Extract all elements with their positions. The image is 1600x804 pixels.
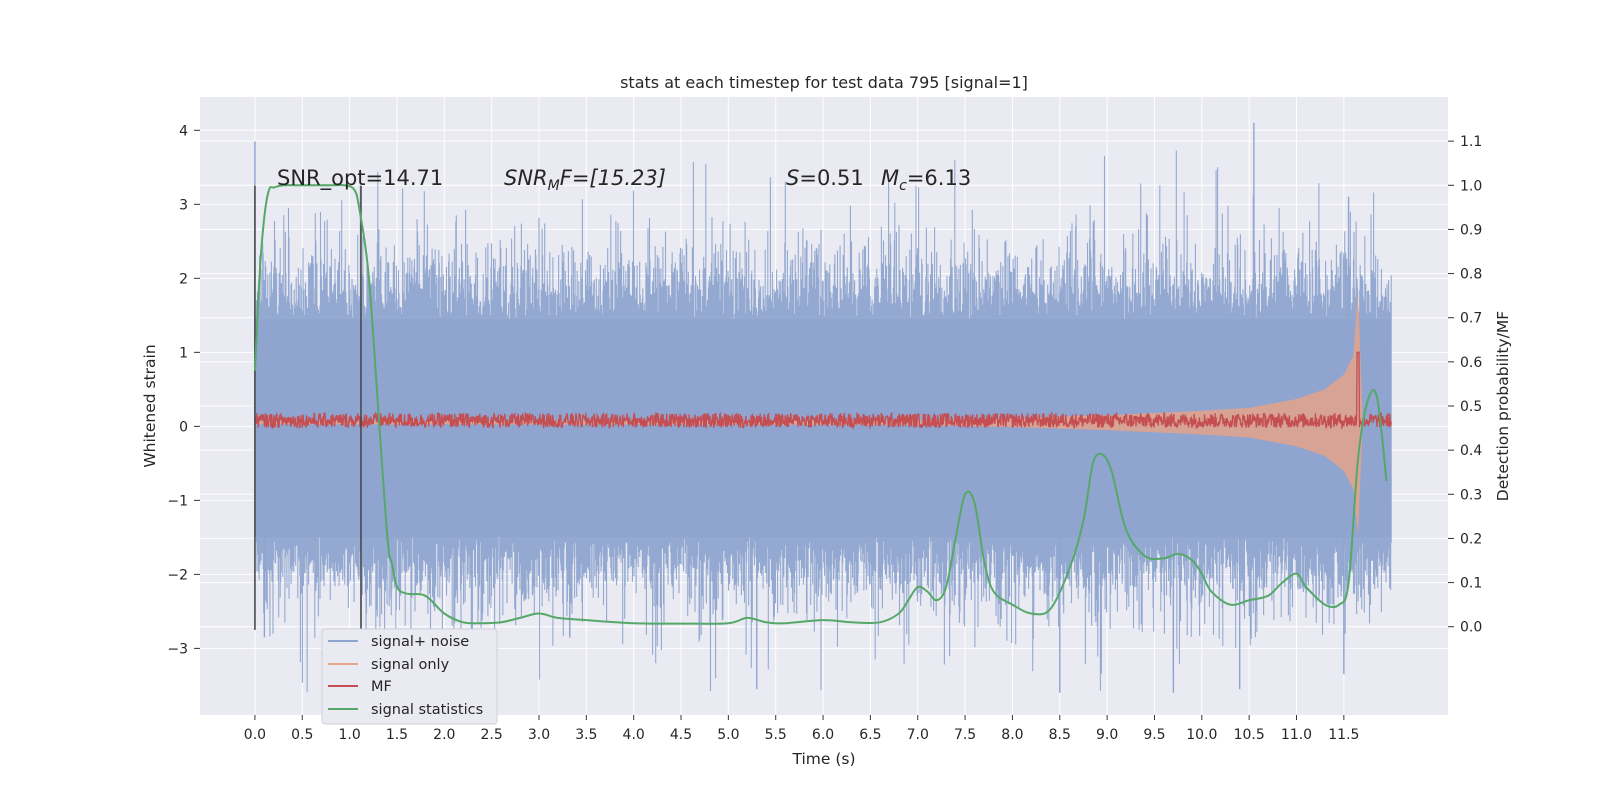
x-tick-label: 0.0 (244, 727, 266, 743)
x-tick-label: 11.5 (1328, 727, 1359, 743)
y-tick-label-right: 0.9 (1460, 222, 1482, 238)
s-annotation: S=0.51 (786, 166, 864, 190)
data-layer (253, 122, 1392, 693)
y-tick-label-left: −2 (167, 567, 188, 583)
x-tick-label: 3.5 (575, 727, 597, 743)
legend-label-stats: signal statistics (371, 702, 483, 718)
stats-series (253, 183, 1388, 625)
x-tick-label: 8.0 (1001, 727, 1023, 743)
x-tick-label: 6.0 (812, 727, 834, 743)
x-tick-label: 3.0 (528, 727, 550, 743)
y-tick-label-left: −3 (167, 641, 188, 657)
y-tick-label-right: 0.1 (1460, 576, 1482, 592)
y-axis-label-right: Detection probability/MF (1494, 311, 1512, 502)
y-tick-label-right: 0.4 (1460, 443, 1482, 459)
y-axis-label-left: Whitened strain (141, 344, 159, 467)
s-annotation-label: S (786, 166, 799, 190)
x-tick-label: 0.5 (291, 727, 313, 743)
axes: 0.0 0.5 1.0 1.5 2.0 2.5 3.0 3.5 4.0 4.5 5.0 5.5 6.0 6… (167, 123, 1482, 743)
legend-label-noise: signal+ noise (371, 634, 469, 650)
y-tick-label-right: 1.0 (1460, 178, 1482, 194)
x-tick-label: 1.0 (338, 727, 360, 743)
x-tick-label: 10.0 (1186, 727, 1217, 743)
x-tick-label: 9.0 (1096, 727, 1118, 743)
y-tick-label-left: −1 (167, 493, 188, 509)
x-tick-label: 4.5 (670, 727, 692, 743)
y-tick-label-left: 4 (179, 123, 188, 139)
y-tick-label-right: 1.1 (1460, 134, 1482, 150)
snr-mf-subscript: M (548, 178, 560, 194)
mf-series (254, 351, 1392, 431)
y-tick-label-right: 0.6 (1460, 355, 1482, 371)
x-tick-label: 4.0 (623, 727, 645, 743)
x-tick-label: 9.5 (1143, 727, 1165, 743)
legend-box (321, 628, 498, 725)
legend-label-mf: MF (371, 679, 392, 695)
snr-mf-annotation: SNRMF=[15.23] (504, 166, 666, 194)
x-tick-label: 11.0 (1281, 727, 1312, 743)
y-tick-label-left: 1 (179, 345, 188, 361)
s-annotation-value: =0.51 (799, 166, 863, 190)
x-tick-label: 7.0 (907, 727, 929, 743)
y-tick-label-right: 0.0 (1460, 620, 1482, 636)
y-tick-label-right: 0.7 (1460, 311, 1482, 327)
x-tick-label: 5.0 (717, 727, 739, 743)
mc-annotation: Mc=6.13 (881, 166, 971, 194)
x-axis-label: Time (s) (791, 750, 855, 768)
snr-opt-annotation: SNR_opt=14.71 (277, 166, 443, 191)
y-tick-label-left: 3 (179, 197, 188, 213)
legend-label-signal: signal only (371, 657, 450, 673)
x-tick-label: 5.5 (765, 727, 787, 743)
chart-title: stats at each timestep for test data 795… (620, 73, 1028, 92)
x-tick-label: 6.5 (859, 727, 881, 743)
x-tick-label: 2.5 (481, 727, 503, 743)
y-tick-label-left: 0 (179, 419, 188, 435)
x-tick-label: 1.5 (386, 727, 408, 743)
snr-mf-prefix: SNR (504, 166, 548, 190)
legend: signal+ noise signal only MF signal stat… (321, 628, 498, 725)
mc-annotation-subscript: c (899, 178, 907, 194)
y-tick-label-right: 0.2 (1460, 531, 1482, 547)
mc-annotation-label: M (881, 166, 899, 190)
mc-annotation-value: =6.13 (907, 166, 971, 190)
x-tick-label: 2.0 (433, 727, 455, 743)
y-tick-label-right: 0.5 (1460, 399, 1482, 415)
y-tick-label-right: 0.8 (1460, 267, 1482, 283)
y-tick-label-left: 2 (179, 271, 188, 287)
x-tick-label: 8.5 (1049, 727, 1071, 743)
x-tick-label: 10.5 (1234, 727, 1265, 743)
y-tick-label-right: 0.3 (1460, 487, 1482, 503)
snr-mf-suffix: F=[15.23] (560, 166, 666, 190)
x-tick-label: 7.5 (954, 727, 976, 743)
